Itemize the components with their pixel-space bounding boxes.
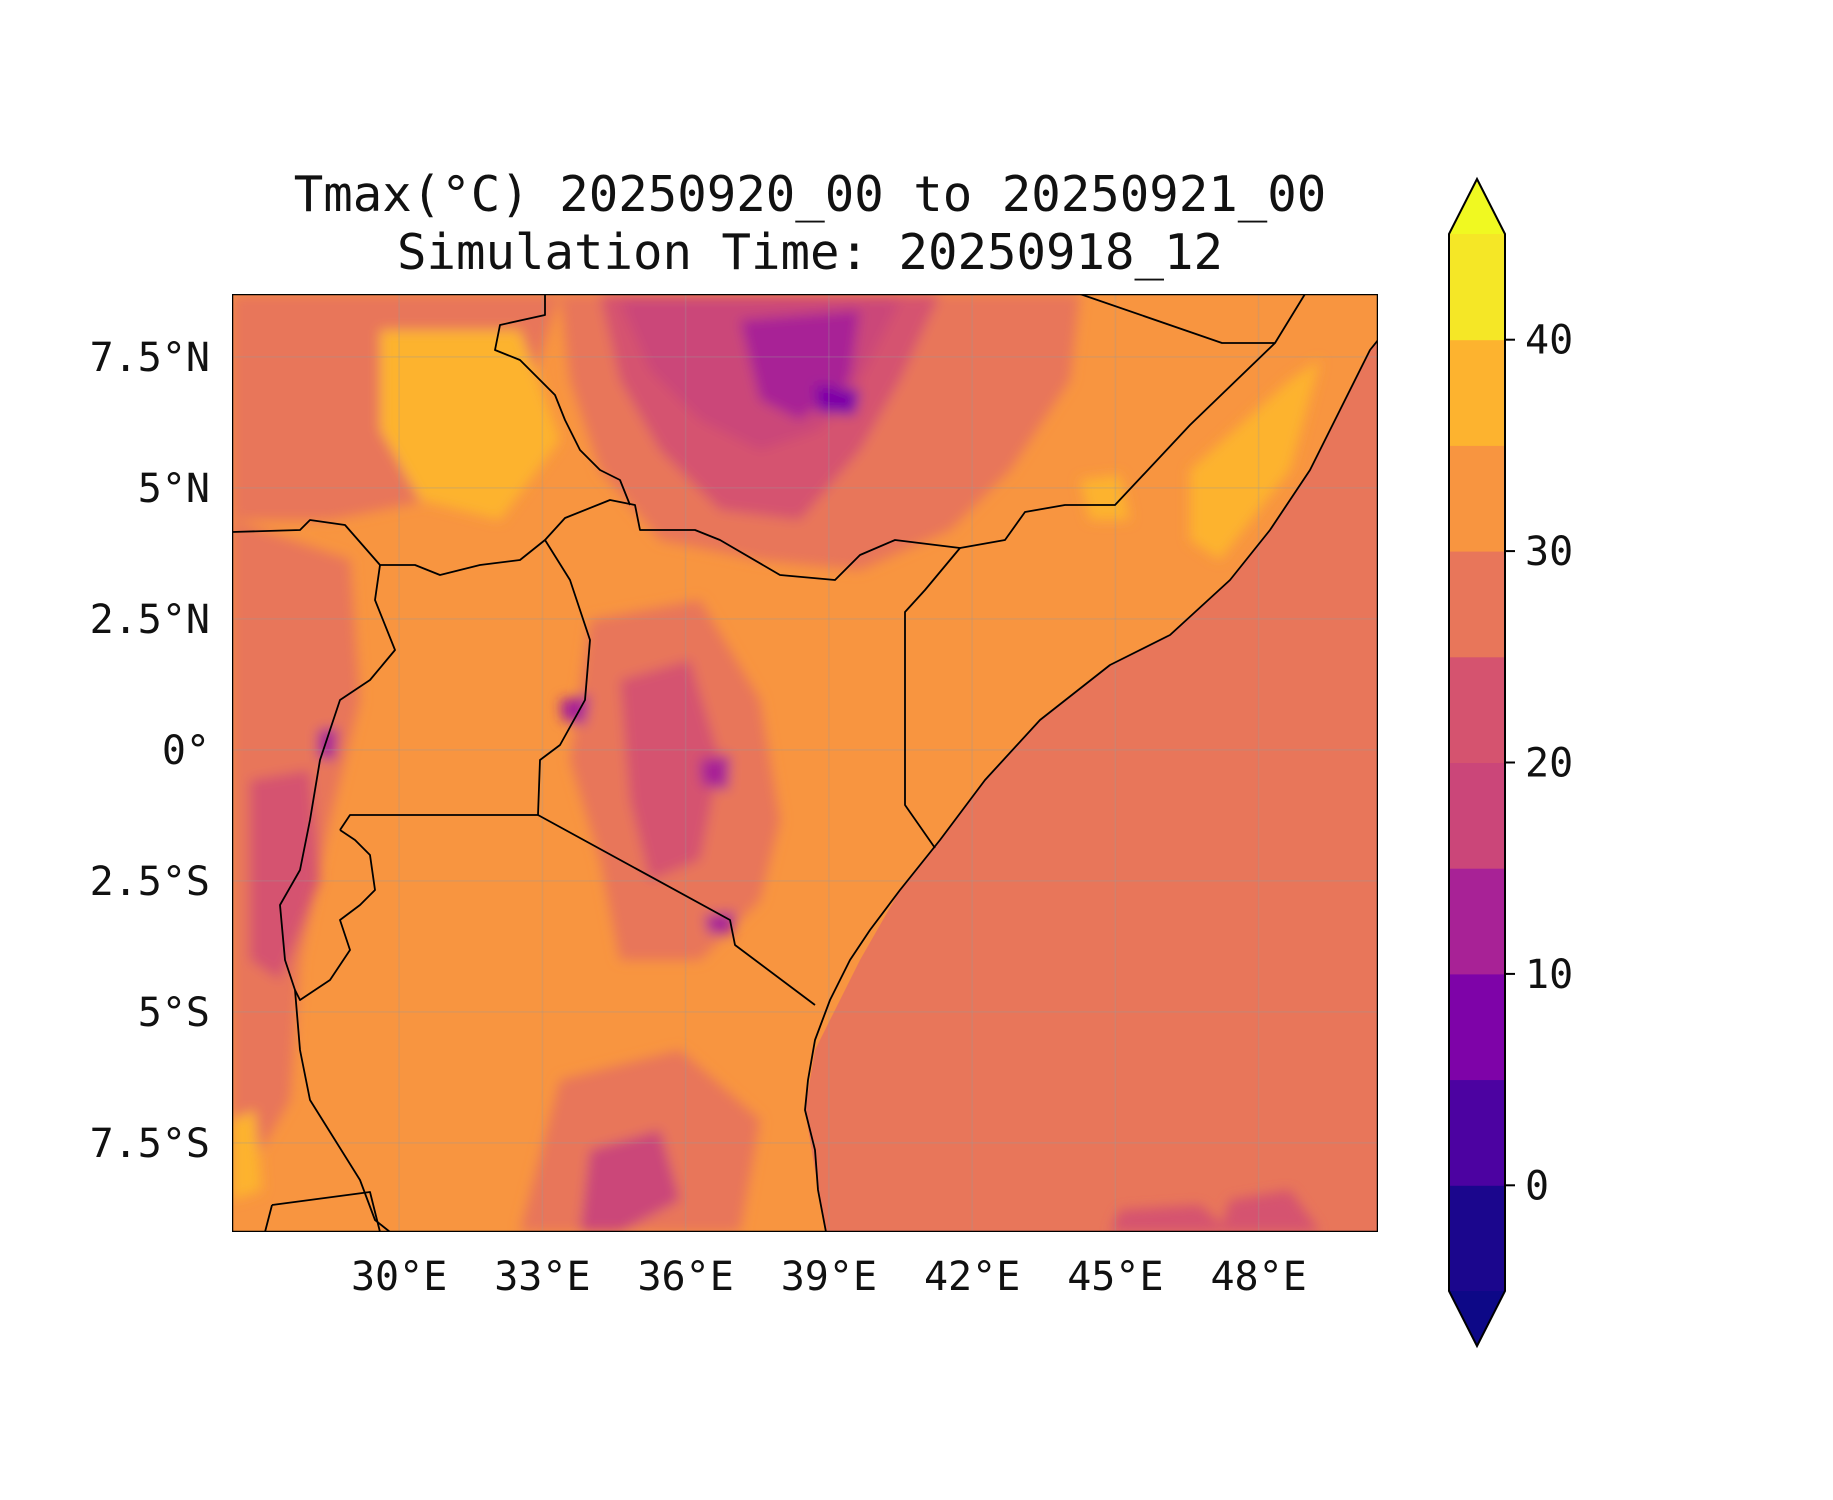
border-uganda-drc — [279, 564, 396, 1232]
gridlines — [232, 294, 1378, 1232]
colorbar-segment — [1449, 1185, 1505, 1292]
land-field — [232, 294, 1378, 1232]
colorbar-segment — [1449, 762, 1505, 869]
border-kenya-somalia — [904, 547, 961, 849]
border-somalia-ethiopia — [232, 294, 1306, 581]
border-kenya-uganda-south-sudan — [537, 539, 591, 816]
colorbar-tick-label: 30 — [1525, 529, 1573, 575]
colorbar-segment — [1449, 973, 1505, 1081]
x-tick-label: 39°E — [781, 1254, 877, 1300]
x-tick-label: 30°E — [351, 1254, 447, 1300]
map-title: Tmax(°C) 20250920_00 to 20250921_00 — [293, 166, 1327, 223]
map-panel — [232, 294, 1378, 1232]
colorbar: 0 10 20 30 40 — [1448, 176, 1573, 1349]
x-tick-label: 48°E — [1210, 1254, 1306, 1300]
colorbar-segment — [1449, 551, 1505, 658]
map-subtitle: Simulation Time: 20250918_12 — [396, 224, 1223, 281]
highland-field — [232, 294, 1320, 1232]
colorbar-outline — [1448, 176, 1506, 1349]
x-axis-ticks: 30°E 33°E 36°E 39°E 42°E 45°E 48°E — [351, 1254, 1307, 1300]
colorbar-extend-under — [1449, 1291, 1505, 1346]
coastline — [804, 294, 1378, 1232]
colorbar-segment — [1449, 339, 1505, 446]
y-tick-label: 7.5°N — [90, 335, 210, 381]
y-tick-label: 5°S — [138, 990, 210, 1036]
border-rwanda-burundi — [294, 829, 376, 1001]
colorbar-segment — [1449, 1079, 1505, 1186]
colorbar-tick-label: 10 — [1525, 952, 1573, 998]
border-kenya-tanzania — [537, 814, 816, 1006]
y-tick-label: 7.5°S — [90, 1121, 210, 1167]
coastline-borders — [232, 294, 1378, 1232]
colorbar-segment — [1449, 868, 1505, 975]
x-tick-label: 33°E — [494, 1254, 590, 1300]
x-tick-label: 36°E — [637, 1254, 733, 1300]
border-lake-victoria — [339, 814, 538, 831]
y-tick-label: 0° — [162, 728, 210, 774]
border-south-sudan-north — [494, 294, 631, 506]
colorbar-extend-over — [1449, 179, 1505, 234]
x-tick-label: 42°E — [924, 1254, 1020, 1300]
colorbar-segment — [1449, 445, 1505, 552]
y-tick-label: 2.5°N — [90, 597, 210, 643]
colorbar-tick-label: 0 — [1525, 1163, 1549, 1209]
colorbar-segment — [1449, 234, 1505, 341]
border-tanzania-zambia — [264, 1191, 381, 1232]
y-axis-ticks: 7.5°N 5°N 2.5°N 0° 2.5°S 5°S 7.5°S — [90, 335, 210, 1167]
y-tick-label: 5°N — [138, 466, 210, 512]
colorbar-segment — [1449, 656, 1505, 763]
y-tick-label: 2.5°S — [90, 859, 210, 905]
colorbar-tick-label: 40 — [1525, 318, 1573, 364]
colorbar-tick-label: 20 — [1525, 741, 1573, 787]
x-tick-label: 45°E — [1067, 1254, 1163, 1300]
